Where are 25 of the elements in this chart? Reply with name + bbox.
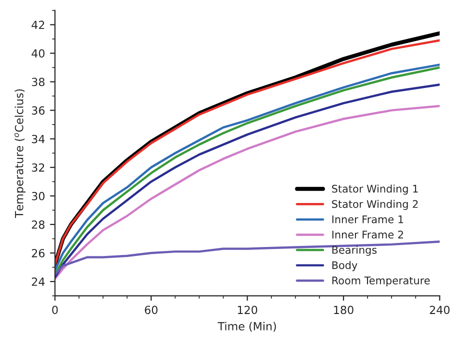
y-tick-label: 38 [32, 78, 44, 86]
x-tick-label: 240 [430, 306, 450, 314]
legend-label: Stator Winding 1 [332, 184, 418, 195]
x-axis-title: Time (Min) [218, 322, 276, 332]
y-tick-label: 42 [32, 20, 44, 29]
y-tick-label: 32 [32, 163, 44, 172]
y-axis-title: Temperature ($^{o}$Celcius) [14, 89, 26, 218]
y-tick-label: 26 [32, 248, 45, 258]
y-tick-label: 24 [32, 278, 45, 286]
x-tick-label: 60 [144, 306, 158, 314]
legend-label: Bearings [332, 246, 377, 256]
y-tick-label: 40 [32, 49, 44, 58]
x-tick-label: 180 [334, 306, 354, 314]
legend-label: Body [332, 261, 358, 272]
x-tick-label: 0 [52, 306, 58, 314]
legend-label: Room Temperature [332, 276, 430, 286]
y-tick-label: 30 [32, 192, 44, 200]
line-series [54, 240, 440, 276]
legend-label: Stator Winding 2 [332, 200, 418, 210]
y-tick-label: 34 [32, 134, 45, 144]
legend-label: Inner Frame 1 [332, 216, 404, 224]
y-tick-label: 28 [32, 220, 44, 229]
y-tick-label: 36 [32, 106, 45, 115]
x-tick-label: 120 [238, 306, 258, 314]
legend-label: Inner Frame 2 [332, 230, 403, 239]
